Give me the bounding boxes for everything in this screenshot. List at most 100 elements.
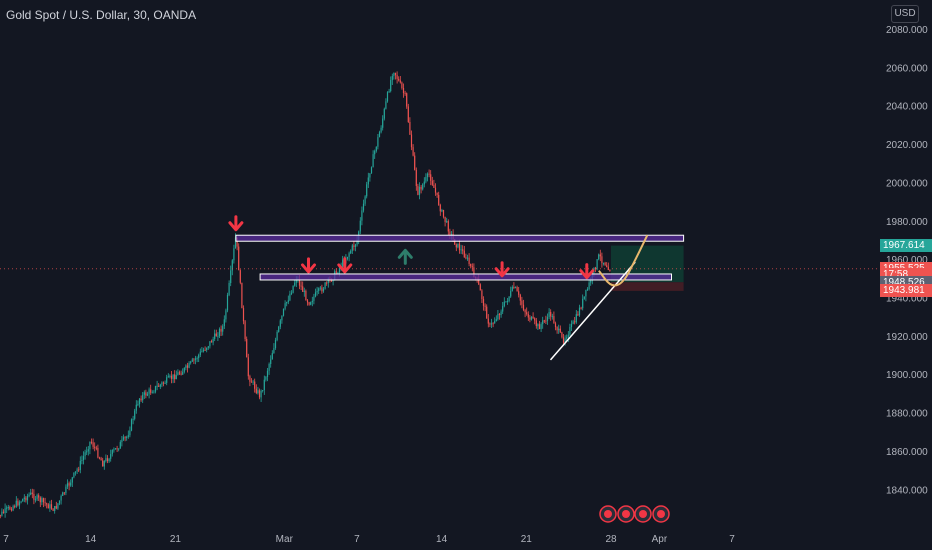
candle-body — [537, 324, 539, 327]
x-tick-label: 28 — [605, 534, 617, 545]
candle-body — [434, 187, 437, 193]
candle-body — [132, 418, 134, 420]
candle-body — [290, 292, 293, 294]
candle-body — [218, 328, 221, 337]
candle-body — [495, 319, 497, 321]
candle-body — [385, 101, 387, 109]
candle-body — [478, 278, 480, 285]
candle-body — [146, 393, 149, 396]
candle-body — [26, 495, 29, 501]
candle-body — [324, 282, 326, 289]
candle-body — [348, 253, 350, 257]
candle-body — [150, 389, 152, 393]
candle-body — [462, 249, 464, 251]
candle-body — [71, 477, 73, 483]
candle-body — [479, 284, 481, 291]
candle-body — [241, 282, 243, 309]
candle-body — [337, 272, 339, 274]
down-arrow-icon — [301, 257, 316, 274]
candle-body — [73, 472, 75, 478]
candle-body — [41, 498, 43, 503]
candle-body — [74, 471, 77, 473]
candle-body — [298, 279, 301, 286]
x-tick-label: 7 — [3, 534, 9, 545]
candle-body — [262, 390, 264, 392]
candle-body — [162, 382, 165, 384]
candle-body — [175, 375, 177, 380]
candle-body — [199, 351, 201, 355]
candle-body — [6, 507, 8, 509]
currency-button[interactable]: USD — [891, 5, 919, 23]
candle-body — [167, 376, 169, 378]
candle-body — [300, 285, 302, 287]
candle-body — [116, 448, 118, 450]
candle-body — [454, 239, 456, 245]
candle-body — [326, 282, 328, 284]
candle-body — [98, 457, 101, 459]
candle-body — [170, 375, 173, 379]
candle-body — [9, 507, 11, 510]
candle-body — [513, 286, 515, 288]
candle-body — [204, 349, 206, 351]
candle-body — [191, 359, 193, 362]
candle-body — [66, 483, 69, 487]
candle-body — [207, 346, 209, 348]
candle-body — [570, 323, 573, 327]
candle-body — [367, 177, 369, 185]
candle-body — [311, 300, 313, 303]
candle-body — [554, 323, 557, 328]
candle-body — [359, 220, 361, 232]
candle-body — [390, 80, 392, 92]
resistance-zone — [259, 273, 672, 281]
candle-body — [230, 270, 232, 284]
candle-body — [55, 506, 57, 509]
candle-body — [145, 392, 147, 396]
candle-body — [30, 492, 32, 495]
candle-body — [378, 132, 381, 138]
candle-body — [449, 231, 451, 235]
candle-body — [31, 492, 33, 494]
x-tick-label: 21 — [170, 534, 182, 545]
candle-body — [102, 460, 104, 467]
candle-body — [420, 186, 422, 190]
candle-body — [407, 106, 409, 122]
candle-body — [201, 351, 203, 353]
candle-body — [164, 382, 166, 384]
candle-body — [444, 216, 446, 222]
candle-body — [543, 320, 545, 322]
candle-body — [428, 173, 430, 175]
candle-body — [578, 307, 581, 316]
candle-body — [28, 494, 30, 496]
down-arrow-icon — [579, 263, 595, 280]
candle-body — [586, 288, 589, 290]
candle-body — [194, 358, 197, 360]
candle-body — [514, 287, 517, 289]
y-tick-label: 2040.000 — [886, 102, 928, 113]
candle-body — [130, 419, 133, 431]
candle-body — [375, 146, 377, 152]
candle-body — [460, 249, 462, 251]
candle-body — [354, 244, 357, 247]
candle-body — [386, 92, 389, 102]
candle-body — [377, 137, 379, 147]
candle-body — [63, 492, 65, 494]
candle-body — [78, 469, 80, 471]
candle-body — [271, 353, 273, 360]
candle-body — [346, 256, 349, 259]
candle-body — [383, 108, 385, 119]
candle-body — [177, 372, 179, 376]
candle-body — [332, 280, 334, 282]
candle-body — [310, 302, 312, 305]
candle-body — [306, 300, 309, 303]
candle-body — [156, 385, 158, 387]
candle-body — [198, 354, 200, 359]
candle-body — [322, 288, 325, 292]
candle-body — [257, 390, 259, 393]
candle-body — [169, 375, 171, 377]
candle-body — [1, 511, 3, 516]
candle-body — [351, 245, 353, 251]
candle-body — [174, 374, 176, 380]
candle-body — [158, 385, 160, 387]
down-arrow-icon — [494, 261, 510, 278]
